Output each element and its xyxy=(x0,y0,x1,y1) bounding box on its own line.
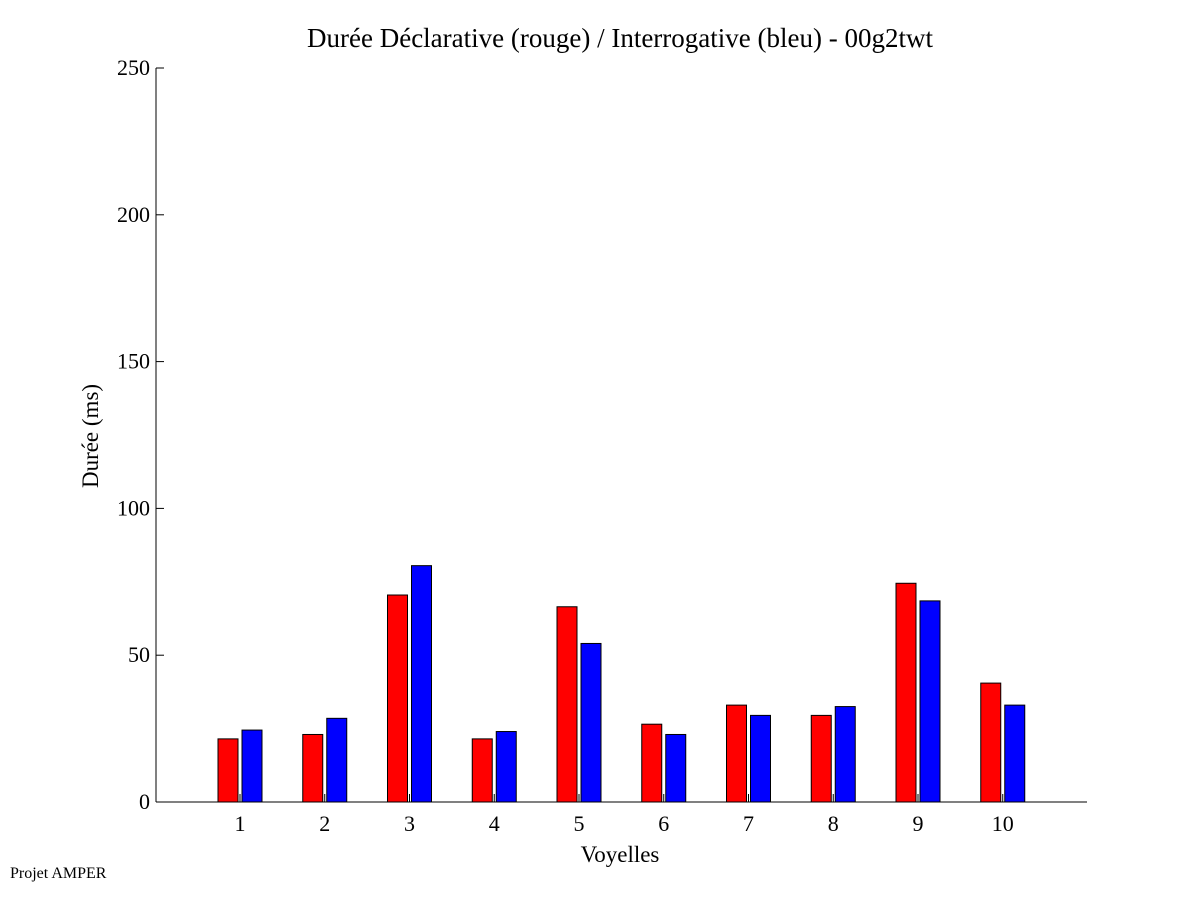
bar-interrogative-10 xyxy=(1004,704,1026,803)
x-tick-label-1: 1 xyxy=(235,811,246,836)
bar-interrogative-3 xyxy=(411,565,432,803)
x-tick-label-4: 4 xyxy=(489,811,500,836)
bar-interrogative-6 xyxy=(665,733,687,803)
x-tick-label-3: 3 xyxy=(404,811,415,836)
y-tick-label-0: 0 xyxy=(139,789,150,814)
bar-declarative-6 xyxy=(641,723,663,803)
x-tick-label-2: 2 xyxy=(319,811,330,836)
bar-declarative-10 xyxy=(980,682,1002,803)
bar-declarative-4 xyxy=(471,738,493,803)
y-axis-label: Durée (ms) xyxy=(78,384,103,488)
bar-declarative-9 xyxy=(895,582,917,803)
bar-declarative-5 xyxy=(556,606,578,803)
x-tick-label-8: 8 xyxy=(828,811,839,836)
bar-interrogative-9 xyxy=(919,600,941,803)
y-tick-label-100: 100 xyxy=(117,495,150,520)
bar-interrogative-7 xyxy=(750,714,771,803)
chart-title: Durée Déclarative (rouge) / Interrogativ… xyxy=(307,23,933,53)
bar-interrogative-2 xyxy=(326,717,348,803)
bar-declarative-2 xyxy=(302,733,324,803)
x-tick-label-5: 5 xyxy=(574,811,585,836)
x-tick-label-10: 10 xyxy=(992,811,1014,836)
bar-interrogative-8 xyxy=(834,706,856,803)
y-tick-label-250: 250 xyxy=(117,55,150,80)
bar-interrogative-1 xyxy=(241,729,263,803)
y-tick-label-200: 200 xyxy=(117,202,150,227)
x-tick-label-6: 6 xyxy=(658,811,669,836)
x-tick-label-9: 9 xyxy=(913,811,924,836)
bar-interrogative-4 xyxy=(495,731,517,803)
bar-declarative-1 xyxy=(217,738,239,803)
bar-declarative-7 xyxy=(726,704,747,803)
y-tick-label-150: 150 xyxy=(117,349,150,374)
y-tick-label-50: 50 xyxy=(128,642,150,667)
bars-group xyxy=(217,565,1026,803)
x-axis-label: Voyelles xyxy=(581,842,660,867)
footer-credit: Projet AMPER xyxy=(10,865,107,882)
bar-interrogative-5 xyxy=(580,642,602,803)
bar-declarative-8 xyxy=(810,714,832,803)
bar-declarative-3 xyxy=(387,594,408,803)
x-tick-label-7: 7 xyxy=(743,811,754,836)
